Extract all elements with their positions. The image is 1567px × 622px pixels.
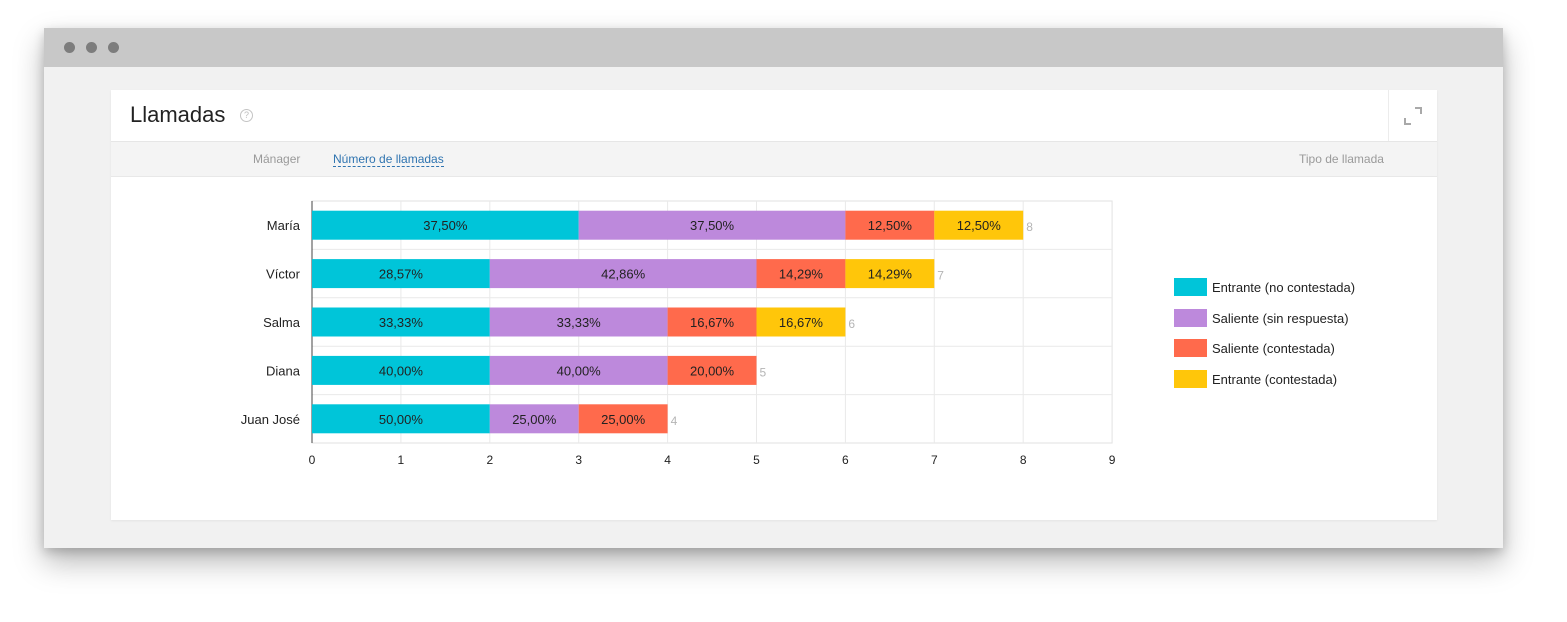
x-tick-label: 6 — [842, 453, 849, 467]
bar-segment — [934, 210, 1024, 240]
bar-segment — [312, 355, 490, 385]
bar-segment — [489, 355, 668, 385]
total-data-label: 6 — [848, 317, 855, 331]
expand-button[interactable] — [1388, 90, 1437, 141]
x-tick-label: 2 — [486, 453, 493, 467]
legend-swatch — [1174, 339, 1207, 357]
segment-data-label: 14,29% — [868, 267, 913, 282]
segment-data-label: 40,00% — [557, 363, 602, 378]
calls-bar-chart: 0 1 2 3 4 5 6 7 8 9 María 37,50% 37,50% 12,50% 12,50% 8… — [241, 200, 1116, 467]
bar-segment — [756, 307, 846, 337]
segment-data-label: 25,00% — [601, 412, 646, 427]
x-tick-label: 3 — [575, 453, 582, 467]
segment-data-label: 40,00% — [379, 363, 424, 378]
bar-segment — [756, 259, 846, 289]
segment-data-label: 28,57% — [379, 267, 424, 282]
segment-data-label: 37,50% — [690, 218, 735, 233]
segment-data-label: 12,50% — [957, 218, 1002, 233]
legend-label: Entrante (contestada) — [1212, 371, 1338, 387]
x-tick-label: 9 — [1109, 453, 1116, 467]
bar-segment — [489, 259, 757, 289]
bar-segment — [667, 355, 757, 385]
total-data-label: 5 — [760, 365, 767, 379]
x-tick-label: 4 — [664, 453, 671, 467]
total-data-label: 8 — [1026, 220, 1033, 234]
x-tick-label: 7 — [931, 453, 938, 467]
segment-data-label: 16,67% — [779, 315, 824, 330]
total-data-label: 7 — [937, 269, 944, 283]
bar-segment — [845, 259, 935, 289]
category-label: Salma — [263, 315, 301, 330]
bar-segment — [312, 259, 490, 289]
category-label: Juan José — [241, 412, 300, 427]
widget-title: Llamadas — [130, 102, 226, 127]
segment-data-label: 20,00% — [690, 363, 735, 378]
legend-swatch — [1174, 369, 1207, 388]
legend-label: Saliente (sin respuesta) — [1212, 310, 1349, 326]
segment-data-label: 12,50% — [868, 218, 913, 233]
bar-segment — [845, 210, 935, 240]
x-tick-label: 0 — [309, 453, 316, 467]
total-data-label: 4 — [671, 414, 678, 428]
expand-icon — [1404, 107, 1422, 125]
bar-segment — [667, 307, 757, 337]
bar-segment — [312, 404, 490, 434]
maximize-dot-icon[interactable] — [108, 42, 119, 53]
call-type-dimension[interactable]: Tipo de llamada — [1299, 152, 1384, 166]
segment-data-label: 16,67% — [690, 315, 735, 330]
bar-segment — [578, 210, 846, 240]
legend-swatch — [1174, 308, 1207, 327]
category-label: Diana — [266, 363, 301, 378]
x-tick-label: 8 — [1020, 453, 1027, 467]
calls-widget: Llamadas ? Mánager Número de llamadas Ti… — [111, 90, 1437, 520]
widget-header: Llamadas ? — [111, 90, 1437, 142]
segment-data-label: 25,00% — [512, 412, 557, 427]
browser-window: Llamadas ? Mánager Número de llamadas Ti… — [44, 28, 1503, 548]
minimize-dot-icon[interactable] — [86, 42, 97, 53]
segment-data-label: 50,00% — [379, 412, 424, 427]
x-tick-label: 1 — [398, 453, 405, 467]
bar-segment — [489, 307, 668, 337]
segment-data-label: 33,33% — [557, 315, 602, 330]
legend-label: Entrante (no contestada) — [1212, 280, 1356, 295]
bar-segment — [312, 307, 490, 337]
widget-toolbar: Mánager Número de llamadas Tipo de llama… — [111, 142, 1437, 177]
segment-data-label: 14,29% — [779, 267, 824, 282]
legend-label: Saliente (contestada) — [1212, 341, 1335, 356]
category-label: María — [267, 218, 301, 233]
legend-swatch — [1174, 278, 1207, 296]
close-dot-icon[interactable] — [64, 42, 75, 53]
window-titlebar — [44, 28, 1503, 67]
bar-segment — [489, 404, 579, 434]
segment-data-label: 42,86% — [601, 267, 646, 282]
x-tick-label: 5 — [753, 453, 760, 467]
manager-dimension[interactable]: Mánager — [253, 152, 301, 166]
segment-data-label: 37,50% — [423, 218, 468, 233]
category-label: Víctor — [266, 267, 301, 282]
bar-segment — [578, 404, 668, 434]
segment-data-label: 33,33% — [379, 315, 424, 330]
calls-count-metric[interactable]: Número de llamadas — [333, 152, 444, 167]
question-circle-icon[interactable]: ? — [240, 109, 253, 122]
bar-segment — [312, 210, 579, 240]
